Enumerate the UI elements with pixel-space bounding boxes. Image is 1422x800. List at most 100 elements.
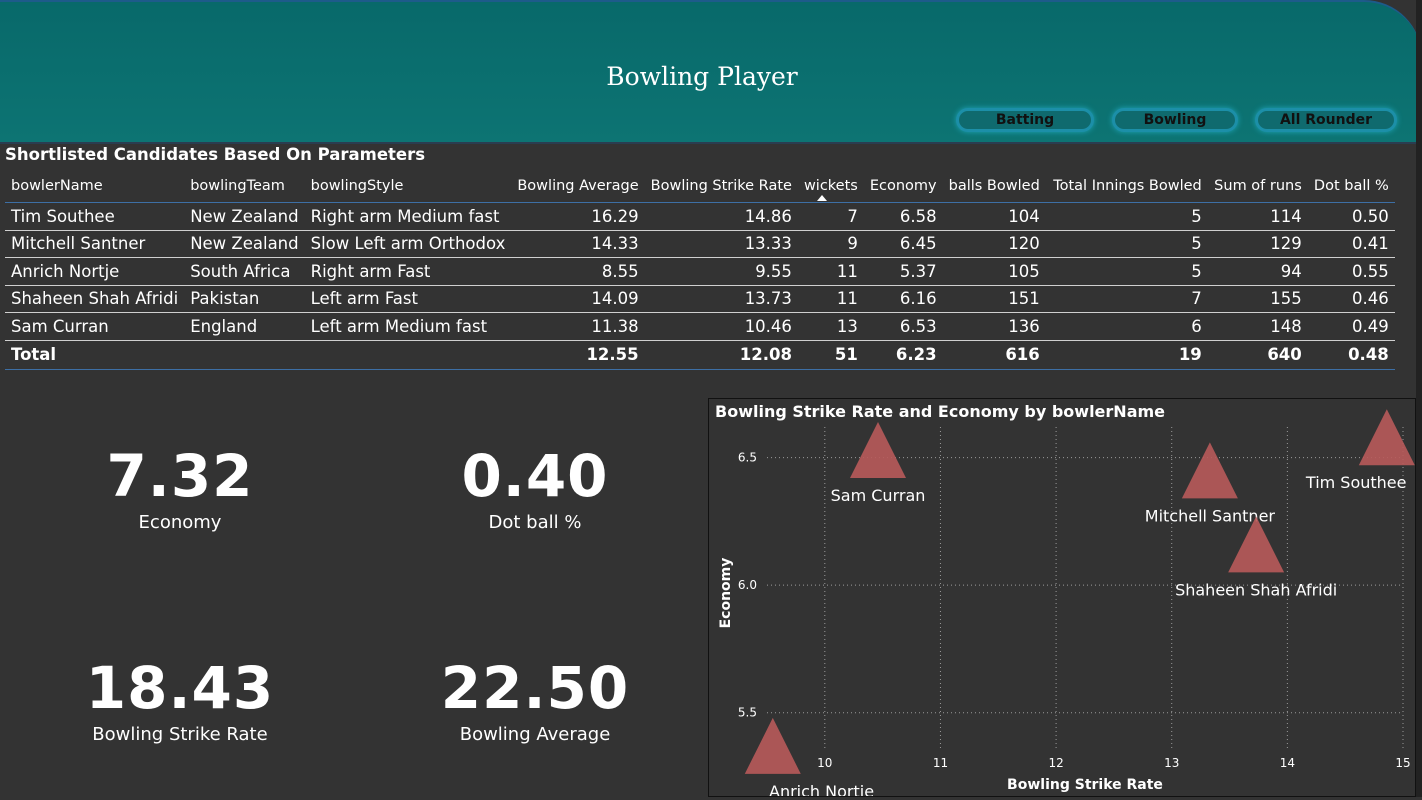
cell-strike-rate: 13.33 bbox=[644, 230, 798, 258]
cell-dot-ball: 0.55 bbox=[1307, 257, 1395, 286]
cell-balls-bowled: 120 bbox=[942, 230, 1046, 258]
cell-strike-rate: 10.46 bbox=[644, 312, 798, 341]
cell-balls-bowled: 151 bbox=[942, 285, 1046, 313]
total-empty bbox=[184, 339, 305, 370]
bowling-nav-button[interactable]: Bowling bbox=[1112, 108, 1238, 132]
x-tick-label: 11 bbox=[933, 756, 948, 770]
cell-balls-bowled: 105 bbox=[942, 257, 1046, 286]
kpi-label: Bowling Strike Rate bbox=[92, 724, 268, 745]
cell-bowlingteam: Pakistan bbox=[184, 285, 305, 313]
kpi-value: 7.32 bbox=[106, 442, 254, 510]
kpi-value: 22.50 bbox=[440, 654, 630, 722]
total-dot-ball: 0.48 bbox=[1307, 339, 1395, 370]
table-row[interactable]: Shaheen Shah Afridi Pakistan Left arm Fa… bbox=[5, 285, 1395, 313]
cell-wickets: 11 bbox=[797, 257, 864, 286]
cell-balls-bowled: 136 bbox=[942, 312, 1046, 341]
col-header-wickets[interactable]: wickets bbox=[797, 170, 864, 203]
cell-bowlername: Anrich Nortje bbox=[5, 257, 185, 286]
table-row[interactable]: Anrich Nortje South Africa Right arm Fas… bbox=[5, 257, 1395, 286]
table-row[interactable]: Mitchell Santner New Zealand Slow Left a… bbox=[5, 230, 1395, 258]
total-innings: 19 bbox=[1045, 339, 1208, 370]
cell-wickets: 9 bbox=[797, 230, 864, 258]
cell-innings: 5 bbox=[1045, 202, 1208, 231]
col-header-bowling-strike-rate[interactable]: Bowling Strike Rate bbox=[644, 170, 798, 203]
cell-strike-rate: 9.55 bbox=[644, 257, 798, 286]
col-header-bowlingstyle[interactable]: bowlingStyle bbox=[304, 170, 512, 203]
cell-bowlingteam: South Africa bbox=[184, 257, 305, 286]
x-axis-label: Bowling Strike Rate bbox=[1007, 777, 1163, 793]
kpi-card-dot-ball: 0.40 Dot ball % bbox=[415, 446, 655, 533]
total-empty bbox=[304, 339, 512, 370]
kpi-label: Dot ball % bbox=[488, 512, 582, 533]
cell-dot-ball: 0.46 bbox=[1307, 285, 1395, 313]
col-header-sum-of-runs[interactable]: Sum of runs bbox=[1207, 170, 1308, 203]
table-total-row: Total 12.55 12.08 51 6.23 616 19 640 0.4… bbox=[5, 339, 1395, 370]
col-header-total-innings[interactable]: Total Innings Bowled bbox=[1045, 170, 1208, 203]
y-tick-label: 6.5 bbox=[738, 451, 757, 465]
col-header-dot-ball-pct[interactable]: Dot ball % bbox=[1307, 170, 1395, 203]
x-tick-label: 10 bbox=[817, 756, 832, 770]
candidates-table: bowlerName bowlingTeam bowlingStyle Bowl… bbox=[5, 170, 1395, 370]
scatter-point[interactable] bbox=[744, 717, 801, 774]
scatter-chart[interactable]: Bowling Strike Rate and Economy by bowle… bbox=[709, 399, 1415, 800]
cell-bowlingstyle: Right arm Fast bbox=[304, 257, 512, 286]
cell-strike-rate: 13.73 bbox=[644, 285, 798, 313]
cell-bowlingstyle: Left arm Fast bbox=[304, 285, 512, 313]
chart-title: Bowling Strike Rate and Economy by bowle… bbox=[715, 402, 1165, 421]
kpi-label: Economy bbox=[138, 512, 222, 533]
cell-bowling-average: 14.09 bbox=[511, 285, 645, 313]
point-label: Sam Curran bbox=[831, 486, 926, 505]
col-header-bowling-average[interactable]: Bowling Average bbox=[511, 170, 645, 203]
cell-economy: 6.53 bbox=[863, 312, 943, 341]
cell-runs: 155 bbox=[1207, 285, 1308, 313]
kpi-value: 18.43 bbox=[85, 654, 275, 722]
cell-dot-ball: 0.50 bbox=[1307, 202, 1395, 231]
total-wickets: 51 bbox=[797, 339, 864, 370]
kpi-card-strike-rate: 18.43 Bowling Strike Rate bbox=[60, 658, 300, 745]
cell-economy: 5.37 bbox=[863, 257, 943, 286]
cell-economy: 6.16 bbox=[863, 285, 943, 313]
cell-bowlingteam: New Zealand bbox=[184, 230, 305, 258]
cell-runs: 129 bbox=[1207, 230, 1308, 258]
x-tick-label: 15 bbox=[1395, 756, 1410, 770]
scatter-point[interactable] bbox=[1358, 409, 1415, 466]
header-banner: Bowling Player Batting Bowling All Round… bbox=[0, 0, 1422, 142]
table-title: Shortlisted Candidates Based On Paramete… bbox=[5, 145, 426, 164]
scatter-point[interactable] bbox=[1181, 442, 1238, 499]
cell-dot-ball: 0.49 bbox=[1307, 312, 1395, 341]
scatter-point[interactable] bbox=[850, 421, 907, 478]
cell-bowling-average: 16.29 bbox=[511, 202, 645, 231]
y-tick-label: 5.5 bbox=[738, 706, 757, 720]
cell-bowlername: Sam Curran bbox=[5, 312, 185, 341]
all-rounder-nav-button[interactable]: All Rounder bbox=[1255, 108, 1397, 132]
col-header-economy[interactable]: Economy bbox=[863, 170, 943, 203]
col-header-bowlername[interactable]: bowlerName bbox=[5, 170, 185, 203]
cell-wickets: 11 bbox=[797, 285, 864, 313]
sort-ascending-icon bbox=[816, 195, 827, 201]
cell-bowlingstyle: Slow Left arm Orthodox bbox=[304, 230, 512, 258]
total-economy: 6.23 bbox=[863, 339, 943, 370]
kpi-card-economy: 7.32 Economy bbox=[60, 446, 300, 533]
cell-bowlername: Shaheen Shah Afridi bbox=[5, 285, 185, 313]
point-label: Tim Southee bbox=[1305, 473, 1407, 492]
total-strike-rate: 12.08 bbox=[644, 339, 798, 370]
table-row[interactable]: Tim Southee New Zealand Right arm Medium… bbox=[5, 202, 1395, 231]
table-row[interactable]: Sam Curran England Left arm Medium fast … bbox=[5, 312, 1395, 341]
scatter-chart-panel: Bowling Strike Rate and Economy by bowle… bbox=[708, 398, 1416, 800]
col-header-balls-bowled[interactable]: balls Bowled bbox=[942, 170, 1046, 203]
scatter-point[interactable] bbox=[1228, 516, 1285, 573]
cell-economy: 6.58 bbox=[863, 202, 943, 231]
cell-wickets: 13 bbox=[797, 312, 864, 341]
col-header-bowlingteam[interactable]: bowlingTeam bbox=[184, 170, 305, 203]
kpi-value: 0.40 bbox=[461, 442, 609, 510]
total-label: Total bbox=[5, 339, 185, 370]
cell-strike-rate: 14.86 bbox=[644, 202, 798, 231]
point-label: Shaheen Shah Afridi bbox=[1175, 580, 1337, 599]
cell-dot-ball: 0.41 bbox=[1307, 230, 1395, 258]
cell-bowlername: Tim Southee bbox=[5, 202, 185, 231]
point-label: Mitchell Santner bbox=[1145, 506, 1276, 525]
page-title: Bowling Player bbox=[606, 62, 798, 91]
cell-balls-bowled: 104 bbox=[942, 202, 1046, 231]
batting-nav-button[interactable]: Batting bbox=[956, 108, 1094, 132]
table-header-row: bowlerName bowlingTeam bowlingStyle Bowl… bbox=[5, 170, 1395, 203]
